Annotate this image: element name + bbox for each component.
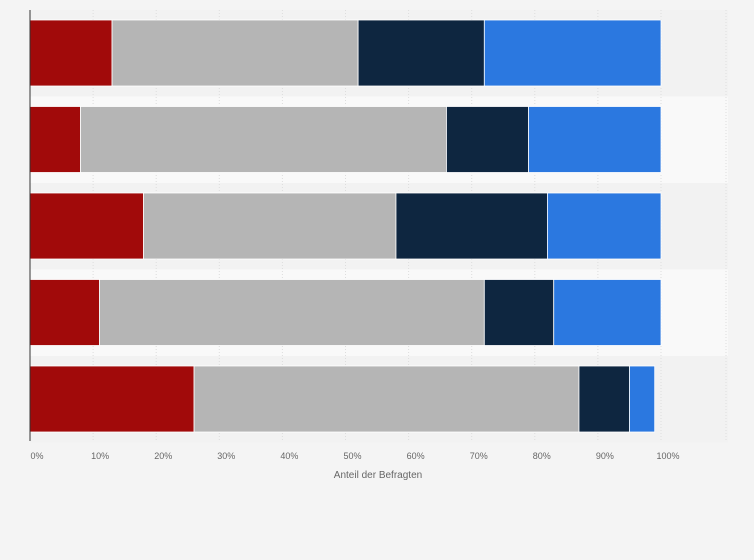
bar-segment xyxy=(143,192,397,260)
bar-segment xyxy=(483,19,662,87)
bar-segment xyxy=(111,19,359,87)
bar-segment xyxy=(29,365,195,433)
bar-segment xyxy=(29,279,100,346)
x-tick-label: 50% xyxy=(343,451,361,461)
bar-segment xyxy=(357,19,485,87)
x-tick-label: 40% xyxy=(280,451,298,461)
x-tick-label: 60% xyxy=(407,451,425,461)
bar-segment xyxy=(395,192,548,260)
bar-segment xyxy=(99,279,485,346)
bar-segment xyxy=(80,106,447,173)
x-tick-label: 20% xyxy=(154,451,172,461)
x-tick-label: 0% xyxy=(30,451,43,461)
bar-segment xyxy=(193,365,580,433)
x-tick-label: 30% xyxy=(217,451,235,461)
bar-segment xyxy=(528,106,662,173)
bar-segment xyxy=(29,106,81,173)
x-tick-label: 90% xyxy=(596,451,614,461)
x-axis-title: Anteil der Befragten xyxy=(334,470,422,481)
bar-segment xyxy=(629,365,656,433)
bar-segment xyxy=(29,192,144,260)
x-tick-label: 80% xyxy=(533,451,551,461)
bar-segment xyxy=(446,106,529,173)
bar-segment xyxy=(29,19,113,87)
x-axis-ticks: 0% 10% 20% 30% 40% 50% 60% 70% 80% 90% 100% xyxy=(30,451,679,461)
bar-segment xyxy=(578,365,630,433)
x-tick-label: 10% xyxy=(91,451,109,461)
x-tick-label: 70% xyxy=(470,451,488,461)
bars xyxy=(29,19,662,433)
bar-segment xyxy=(547,192,662,260)
x-tick-label: 100% xyxy=(656,451,679,461)
bar-segment xyxy=(483,279,555,346)
bar-segment xyxy=(553,279,662,346)
